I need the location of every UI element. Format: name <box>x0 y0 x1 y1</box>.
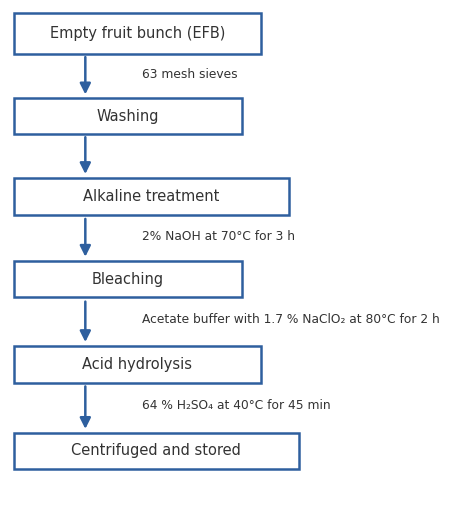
Text: Bleaching: Bleaching <box>92 271 164 287</box>
Text: 63 mesh sieves: 63 mesh sieves <box>142 68 238 82</box>
Text: Acid hydrolysis: Acid hydrolysis <box>82 357 192 372</box>
FancyBboxPatch shape <box>14 346 261 383</box>
Text: 2% NaOH at 70°C for 3 h: 2% NaOH at 70°C for 3 h <box>142 230 295 243</box>
FancyBboxPatch shape <box>14 433 299 469</box>
Text: 64 % H₂SO₄ at 40°C for 45 min: 64 % H₂SO₄ at 40°C for 45 min <box>142 399 331 413</box>
Text: Empty fruit bunch (EFB): Empty fruit bunch (EFB) <box>50 26 225 41</box>
Text: Centrifuged and stored: Centrifuged and stored <box>72 443 241 459</box>
FancyBboxPatch shape <box>14 178 289 215</box>
FancyBboxPatch shape <box>14 261 242 297</box>
FancyBboxPatch shape <box>14 98 242 134</box>
FancyBboxPatch shape <box>14 13 261 54</box>
Text: Washing: Washing <box>97 109 159 124</box>
Text: Acetate buffer with 1.7 % NaClO₂ at 80°C for 2 h: Acetate buffer with 1.7 % NaClO₂ at 80°C… <box>142 313 440 326</box>
Text: Alkaline treatment: Alkaline treatment <box>83 189 220 204</box>
